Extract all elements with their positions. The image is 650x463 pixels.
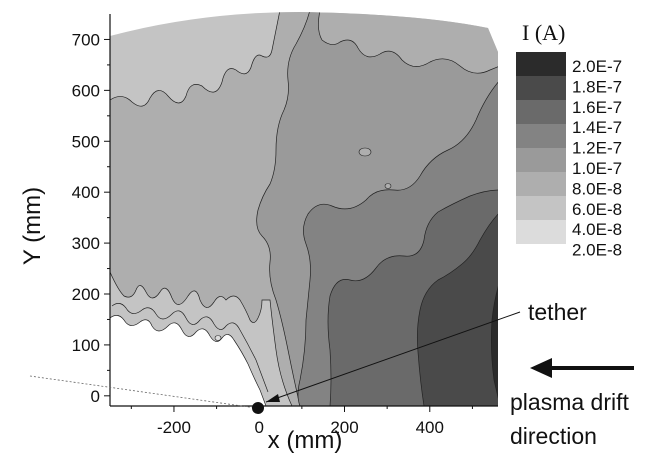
drift-label-line2: direction [510, 423, 597, 449]
y-tick-label: 700 [72, 30, 100, 49]
legend-level-label: 2.0E-8 [572, 241, 622, 260]
legend-level-label: 1.2E-7 [572, 139, 622, 158]
x-tick-label: -200 [157, 418, 191, 437]
legend-level-label: 6.0E-8 [572, 200, 622, 219]
band-4e-8 [111, 303, 269, 393]
y-axis-title: Y (mm) [19, 187, 46, 265]
legend-level-label: 8.0E-8 [572, 179, 622, 198]
y-tick-label: 300 [72, 234, 100, 253]
plot-frame [109, 14, 498, 407]
legend-level-label: 4.0E-8 [572, 220, 622, 239]
tether-pointer-arrowhead [266, 394, 280, 402]
contour-field [110, 12, 498, 406]
legend-swatch [516, 100, 566, 124]
y-tick-label: 400 [72, 183, 100, 202]
legend-level-label: 1.8E-7 [572, 77, 622, 96]
x-tick-label: 0 [254, 418, 263, 437]
contour-island [214, 335, 222, 341]
drift-label-line1: plasma drift [510, 389, 629, 415]
x-axis-title: x (mm) [268, 427, 343, 454]
x-tick-label: 400 [416, 418, 444, 437]
legend-level-label: 1.6E-7 [572, 98, 622, 117]
legend-swatch [516, 148, 566, 172]
y-tick-label: 100 [72, 336, 100, 355]
legend-level-label: 2.0E-7 [572, 57, 622, 76]
legend-swatch [516, 52, 566, 76]
y-tick-label: 500 [72, 132, 100, 151]
axis-ticks: 0 100 200 300 400 500 600 700 -200 0 200 400 [72, 30, 473, 437]
contour-island [358, 147, 372, 157]
tether-marker [252, 402, 264, 414]
legend-swatch [516, 76, 566, 100]
drift-arrow-head [530, 358, 552, 378]
y-tick-label: 200 [72, 285, 100, 304]
legend: 2.0E-71.8E-7 1.6E-71.4E-7 1.2E-71.0E-78.0E… [516, 52, 622, 260]
y-tick-label: 600 [72, 81, 100, 100]
legend-swatch [516, 196, 566, 220]
legend-swatch [516, 220, 566, 244]
band-low-white [110, 315, 267, 406]
contour-island [384, 183, 392, 189]
x-tick-label: 200 [330, 418, 358, 437]
band-2e-7 [490, 279, 498, 406]
legend-swatch [516, 124, 566, 148]
legend-swatch [516, 172, 566, 196]
legend-title: I (A) [522, 20, 565, 45]
legend-level-label: 1.0E-7 [572, 159, 622, 178]
y-tick-label: 0 [91, 387, 100, 406]
legend-level-label: 1.4E-7 [572, 118, 622, 137]
band-1-8e-7 [416, 211, 498, 406]
tether-label: tether [528, 299, 587, 325]
tether-pointer-line [265, 311, 521, 403]
